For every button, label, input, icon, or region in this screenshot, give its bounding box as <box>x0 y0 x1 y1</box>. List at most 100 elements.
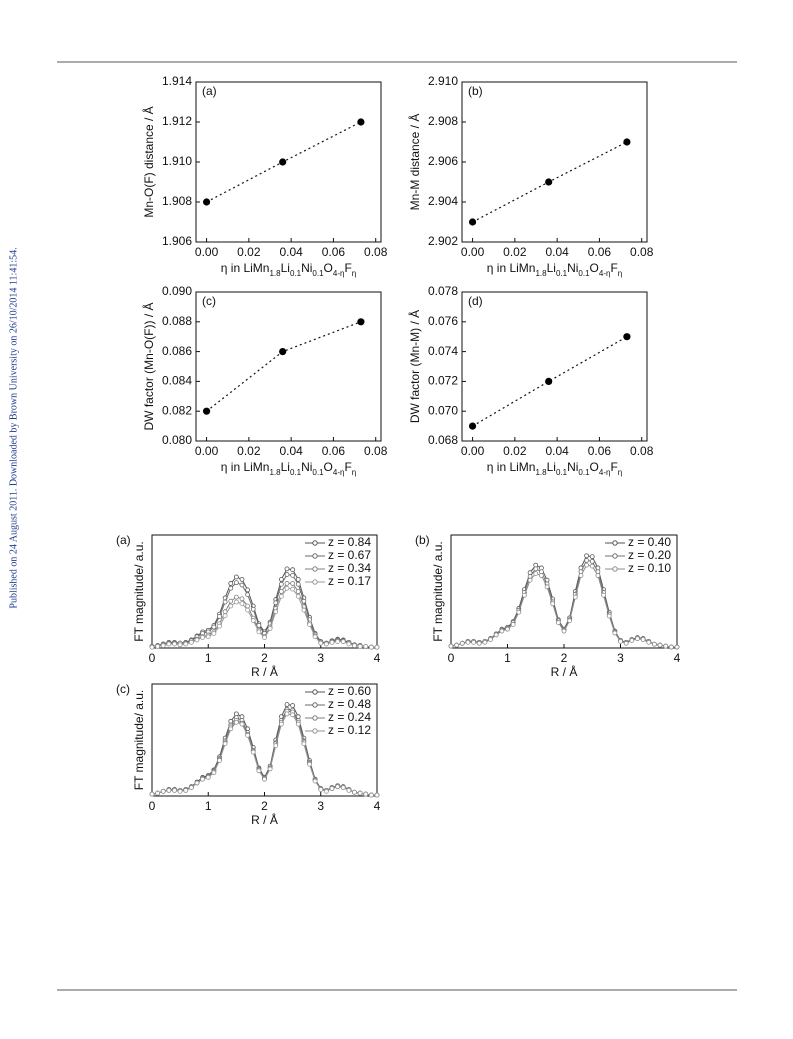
data-point <box>262 776 267 782</box>
x-axis-label-part: η in LiMn <box>487 460 536 474</box>
x-tick-label: 2 <box>261 651 268 665</box>
x-tick-label: 4 <box>374 799 381 813</box>
y-tick-label: 1.906 <box>162 234 192 248</box>
data-point <box>488 637 493 642</box>
y-tick-label: 0.084 <box>162 374 192 388</box>
data-point <box>539 573 544 578</box>
data-point <box>635 636 640 641</box>
data-point <box>217 623 222 629</box>
y-axis-label: DW factor (Mn-O(F)) / Å <box>141 303 156 431</box>
y-axis-label: FT magnitude/ a.u. <box>132 541 146 642</box>
x-axis-label: η in LiMn1.8Li0.1Ni0.1O4-ηFη <box>487 261 622 277</box>
data-point <box>256 629 262 635</box>
y-tick-label: 1.912 <box>162 114 192 128</box>
x-tick-label: 0.08 <box>364 444 388 458</box>
x-axis-label-part: 4-η <box>599 269 611 278</box>
data-point <box>312 778 318 784</box>
x-tick-label: 0.06 <box>322 245 346 259</box>
data-point <box>295 593 301 599</box>
data-point <box>267 766 273 772</box>
data-point <box>250 749 256 755</box>
data-point <box>273 743 279 748</box>
data-point <box>194 780 200 786</box>
y-tick-label: 0.090 <box>162 284 192 298</box>
data-point <box>278 581 284 587</box>
x-axis-label: η in LiMn1.8Li0.1Ni0.1O4-ηFη <box>221 261 356 277</box>
data-point <box>323 788 329 794</box>
data-point <box>595 573 601 578</box>
data-point <box>233 580 239 586</box>
data-point <box>584 558 589 563</box>
x-tick-label: 0.04 <box>279 245 303 259</box>
data-point <box>295 589 301 594</box>
legend-marker <box>312 728 318 734</box>
data-point <box>211 631 217 636</box>
data-point <box>340 785 346 790</box>
data-point <box>545 377 553 385</box>
data-point <box>245 603 251 609</box>
data-point <box>374 644 380 650</box>
x-tick-label: 4 <box>674 651 681 665</box>
x-axis-label-part: O <box>324 261 333 275</box>
x-axis-label-part: O <box>590 460 599 474</box>
data-point <box>290 712 296 718</box>
x-axis-label-part: Li <box>281 261 290 275</box>
x-axis-label: η in LiMn1.8Li0.1Ni0.1O4-ηFη <box>487 460 622 476</box>
data-point <box>601 592 606 598</box>
data-point <box>205 774 211 780</box>
data-point <box>468 422 477 430</box>
data-point <box>239 601 245 607</box>
data-point <box>284 702 290 707</box>
x-axis-label-part: 0.1 <box>556 269 568 278</box>
x-axis-label-part: η in LiMn <box>487 261 536 275</box>
x-axis-label-part: F <box>610 460 617 474</box>
data-point <box>606 613 612 619</box>
data-point <box>527 577 533 583</box>
data-point <box>295 576 301 582</box>
data-point <box>188 785 194 790</box>
data-point <box>657 642 663 648</box>
data-point <box>561 628 567 634</box>
panel-label: (a) <box>202 84 217 98</box>
x-axis-label: η in LiMn1.8Li0.1Ni0.1O4-ηFη <box>221 460 356 476</box>
y-tick-label: 2.908 <box>428 114 458 128</box>
series-line <box>450 564 677 648</box>
data-point <box>312 634 318 640</box>
data-point <box>618 639 623 644</box>
data-point <box>290 703 296 708</box>
x-tick-label: 0.06 <box>322 444 346 458</box>
x-tick-label: 1 <box>205 651 212 665</box>
x-tick-label: 0.06 <box>588 444 612 458</box>
data-point <box>228 603 234 609</box>
y-tick-label: 0.068 <box>428 433 458 447</box>
data-point <box>544 584 550 590</box>
fit-line <box>206 321 362 412</box>
x-tick-label: 3 <box>317 799 324 813</box>
x-axis-label-part: 4-η <box>333 468 345 477</box>
data-point <box>211 770 217 776</box>
legend-marker <box>312 702 318 708</box>
data-point <box>279 158 287 166</box>
data-point <box>279 348 287 356</box>
data-point <box>284 711 290 717</box>
x-tick-label: 0.02 <box>503 245 527 259</box>
x-axis-label-part: 1.8 <box>269 269 281 278</box>
data-point <box>352 789 357 795</box>
data-point <box>363 643 369 649</box>
data-point <box>200 776 206 782</box>
data-point <box>284 585 290 591</box>
data-point <box>295 581 301 587</box>
legend-label: z = 0.60 <box>328 684 371 698</box>
x-axis-label-part: η in LiMn <box>221 460 270 474</box>
data-point <box>589 563 595 569</box>
x-axis-label-part: Ni <box>567 261 578 275</box>
data-point <box>239 596 245 602</box>
data-point <box>295 721 301 727</box>
x-axis-label-part: Ni <box>301 460 312 474</box>
data-point <box>233 599 239 605</box>
data-point <box>267 626 273 632</box>
data-point <box>307 622 312 627</box>
data-point <box>578 573 584 578</box>
panel-label: (b) <box>468 84 483 98</box>
